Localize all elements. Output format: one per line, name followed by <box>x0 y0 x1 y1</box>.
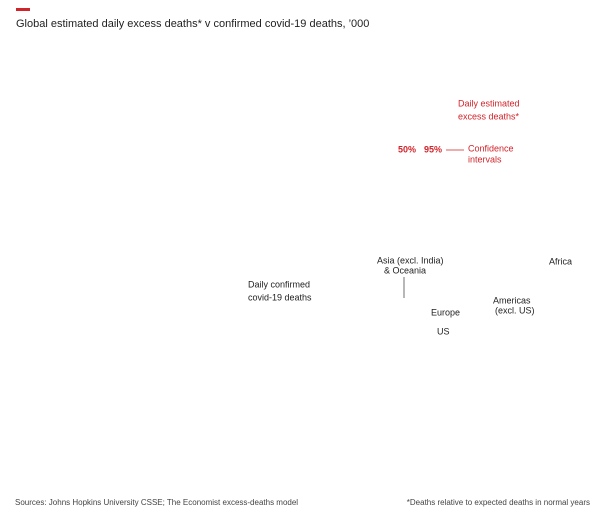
region-label: India <box>548 326 568 336</box>
annotation: intervals <box>468 154 502 164</box>
region-label: Africa <box>549 256 572 266</box>
region-label: US <box>437 326 450 336</box>
series-label: Daily estimated <box>458 98 520 108</box>
region-label: Europe <box>431 307 460 317</box>
band-label: 50% <box>398 144 416 154</box>
region-label: (excl. US) <box>495 305 535 315</box>
note: *Deaths relative to expected deaths in n… <box>407 498 590 507</box>
annotation: Confidence <box>468 143 514 153</box>
series-label: excess deaths* <box>458 111 520 121</box>
source: Sources: Johns Hopkins University CSSE; … <box>15 498 298 507</box>
region-label: Americas <box>493 295 531 305</box>
chart-title: Global estimated daily excess deaths* v … <box>16 18 369 30</box>
confirmed-label: covid-19 deaths <box>248 292 312 302</box>
band-label: 95% <box>424 144 442 154</box>
confirmed-label: Daily confirmed <box>248 279 310 289</box>
brand-tab <box>16 8 30 11</box>
region-label: & Oceania <box>384 265 426 275</box>
region-label: Asia (excl. India) <box>377 255 444 265</box>
